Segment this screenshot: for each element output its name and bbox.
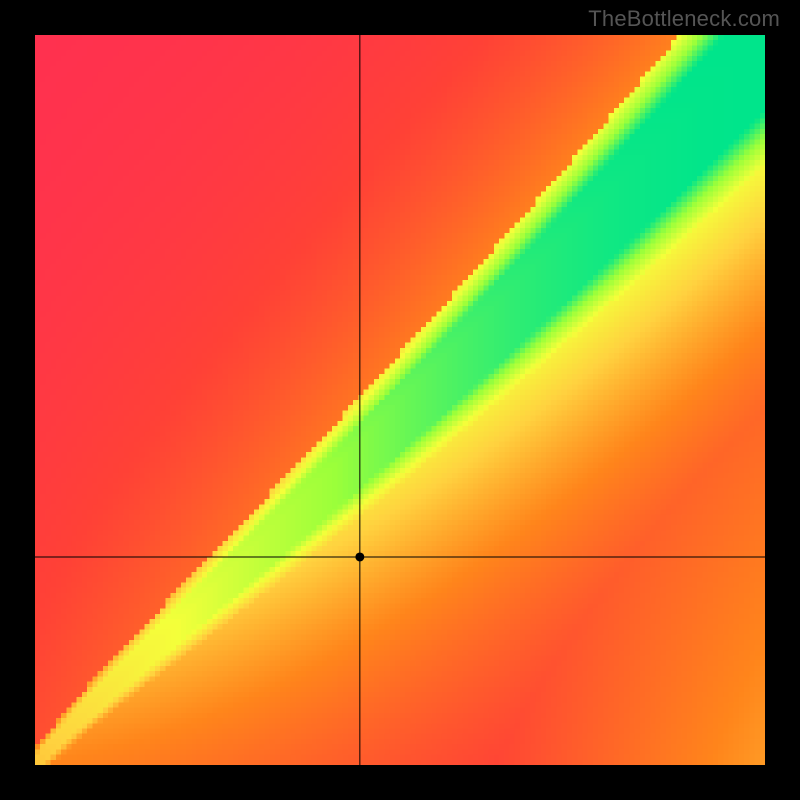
watermark-label: TheBottleneck.com [588, 6, 780, 32]
chart-frame: TheBottleneck.com [0, 0, 800, 800]
crosshair-overlay [35, 35, 765, 765]
crosshair-marker [355, 552, 364, 561]
plot-area [35, 35, 765, 765]
